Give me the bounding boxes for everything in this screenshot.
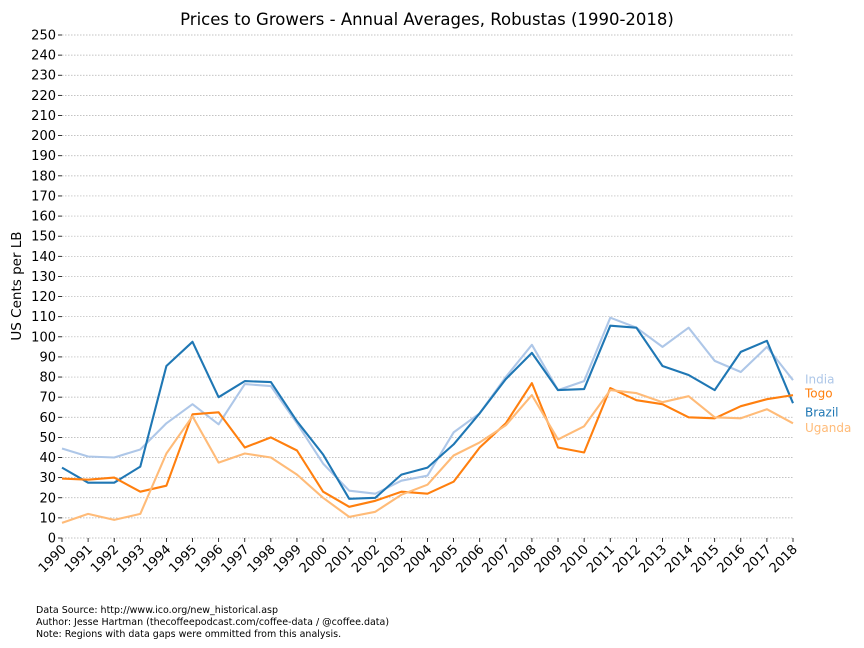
x-tick-label: 1999 <box>271 542 305 576</box>
y-tick-label: 170 <box>31 189 56 204</box>
x-tick-label: 2017 <box>741 542 775 576</box>
x-tick-label: 2009 <box>532 542 566 576</box>
y-tick-label: 50 <box>39 431 56 446</box>
series-label-uganda: Uganda <box>805 421 851 435</box>
x-tick-label: 1994 <box>140 542 174 576</box>
x-tick-label: 2011 <box>584 542 618 576</box>
chart-title: Prices to Growers - Annual Averages, Rob… <box>180 10 674 29</box>
series-label-brazil: Brazil <box>805 406 839 420</box>
x-tick-label: 2003 <box>375 542 409 576</box>
x-tick-label: 2007 <box>480 542 514 576</box>
y-tick-label: 10 <box>39 511 56 526</box>
y-axis: 0 10 20 30 40 50 60 70 80 90 100 110 120 130 140 150 160… <box>31 29 62 547</box>
y-tick-label: 140 <box>31 250 56 265</box>
series-line-brazil <box>61 324 794 500</box>
y-tick-label: 110 <box>31 310 56 325</box>
series-label-togo: Togo <box>804 387 833 401</box>
series-line-india <box>61 316 794 495</box>
y-tick-label: 120 <box>31 290 56 305</box>
chart-footer: Data Source: http://www.ico.org/new_hist… <box>36 605 389 641</box>
x-tick-label: 1997 <box>219 542 253 576</box>
y-tick-label: 40 <box>39 451 56 466</box>
x-tick-label: 2002 <box>349 542 383 576</box>
y-tick-label: 30 <box>39 471 56 486</box>
x-axis: 1990199119921993199419951996199719981999… <box>36 538 801 576</box>
x-tick-label: 1992 <box>88 542 122 576</box>
x-tick-label: 1995 <box>166 542 200 576</box>
series-end-labels: India Brazil Togo Uganda <box>804 373 851 435</box>
series-line-uganda <box>61 389 794 524</box>
x-tick-label: 2004 <box>401 542 435 576</box>
x-tick-label: 2008 <box>506 542 540 576</box>
y-axis-label: US Cents per LB <box>9 231 25 340</box>
series-lines <box>61 316 794 524</box>
y-tick-label: 200 <box>31 129 56 144</box>
x-tick-label: 2016 <box>715 542 749 576</box>
x-tick-label: 2005 <box>427 542 461 576</box>
y-tick-label: 60 <box>39 411 56 426</box>
author-note: Author: Jesse Hartman (thecoffeepodcast.… <box>36 617 390 628</box>
x-tick-label: 2013 <box>636 542 670 576</box>
x-tick-label: 2012 <box>610 542 644 576</box>
y-tick-label: 130 <box>31 270 56 285</box>
x-tick-label: 1990 <box>36 542 70 576</box>
y-tick-label: 150 <box>31 230 56 245</box>
x-tick-label: 1996 <box>192 542 226 576</box>
y-tick-label: 160 <box>31 210 56 225</box>
y-tick-label: 180 <box>31 169 56 184</box>
y-tick-label: 240 <box>31 49 56 64</box>
data-source-note: Data Source: http://www.ico.org/new_hist… <box>36 605 279 616</box>
y-tick-label: 190 <box>31 149 56 164</box>
y-tick-label: 210 <box>31 109 56 124</box>
x-tick-label: 2006 <box>454 542 488 576</box>
x-tick-label: 2014 <box>662 542 696 576</box>
y-tick-label: 80 <box>39 371 56 386</box>
x-tick-label: 2010 <box>558 542 592 576</box>
y-tick-label: 250 <box>31 29 56 44</box>
y-tick-label: 220 <box>31 89 56 104</box>
gridlines <box>62 34 793 539</box>
y-tick-label: 230 <box>31 69 56 84</box>
x-tick-label: 1991 <box>62 542 96 576</box>
x-tick-label: 1998 <box>245 542 279 576</box>
data-gap-note: Note: Regions with data gaps were ommitt… <box>36 629 342 640</box>
y-tick-label: 0 <box>48 532 56 547</box>
x-tick-label: 2001 <box>323 542 357 576</box>
series-label-india: India <box>805 373 834 387</box>
x-tick-label: 2018 <box>767 542 801 576</box>
x-tick-label: 2000 <box>297 542 331 576</box>
y-tick-label: 90 <box>39 350 56 365</box>
series-line-togo <box>61 382 794 508</box>
y-tick-label: 20 <box>39 491 56 506</box>
y-tick-label: 100 <box>31 330 56 345</box>
x-tick-label: 2015 <box>688 542 722 576</box>
y-tick-label: 70 <box>39 391 56 406</box>
x-tick-label: 1993 <box>114 542 148 576</box>
